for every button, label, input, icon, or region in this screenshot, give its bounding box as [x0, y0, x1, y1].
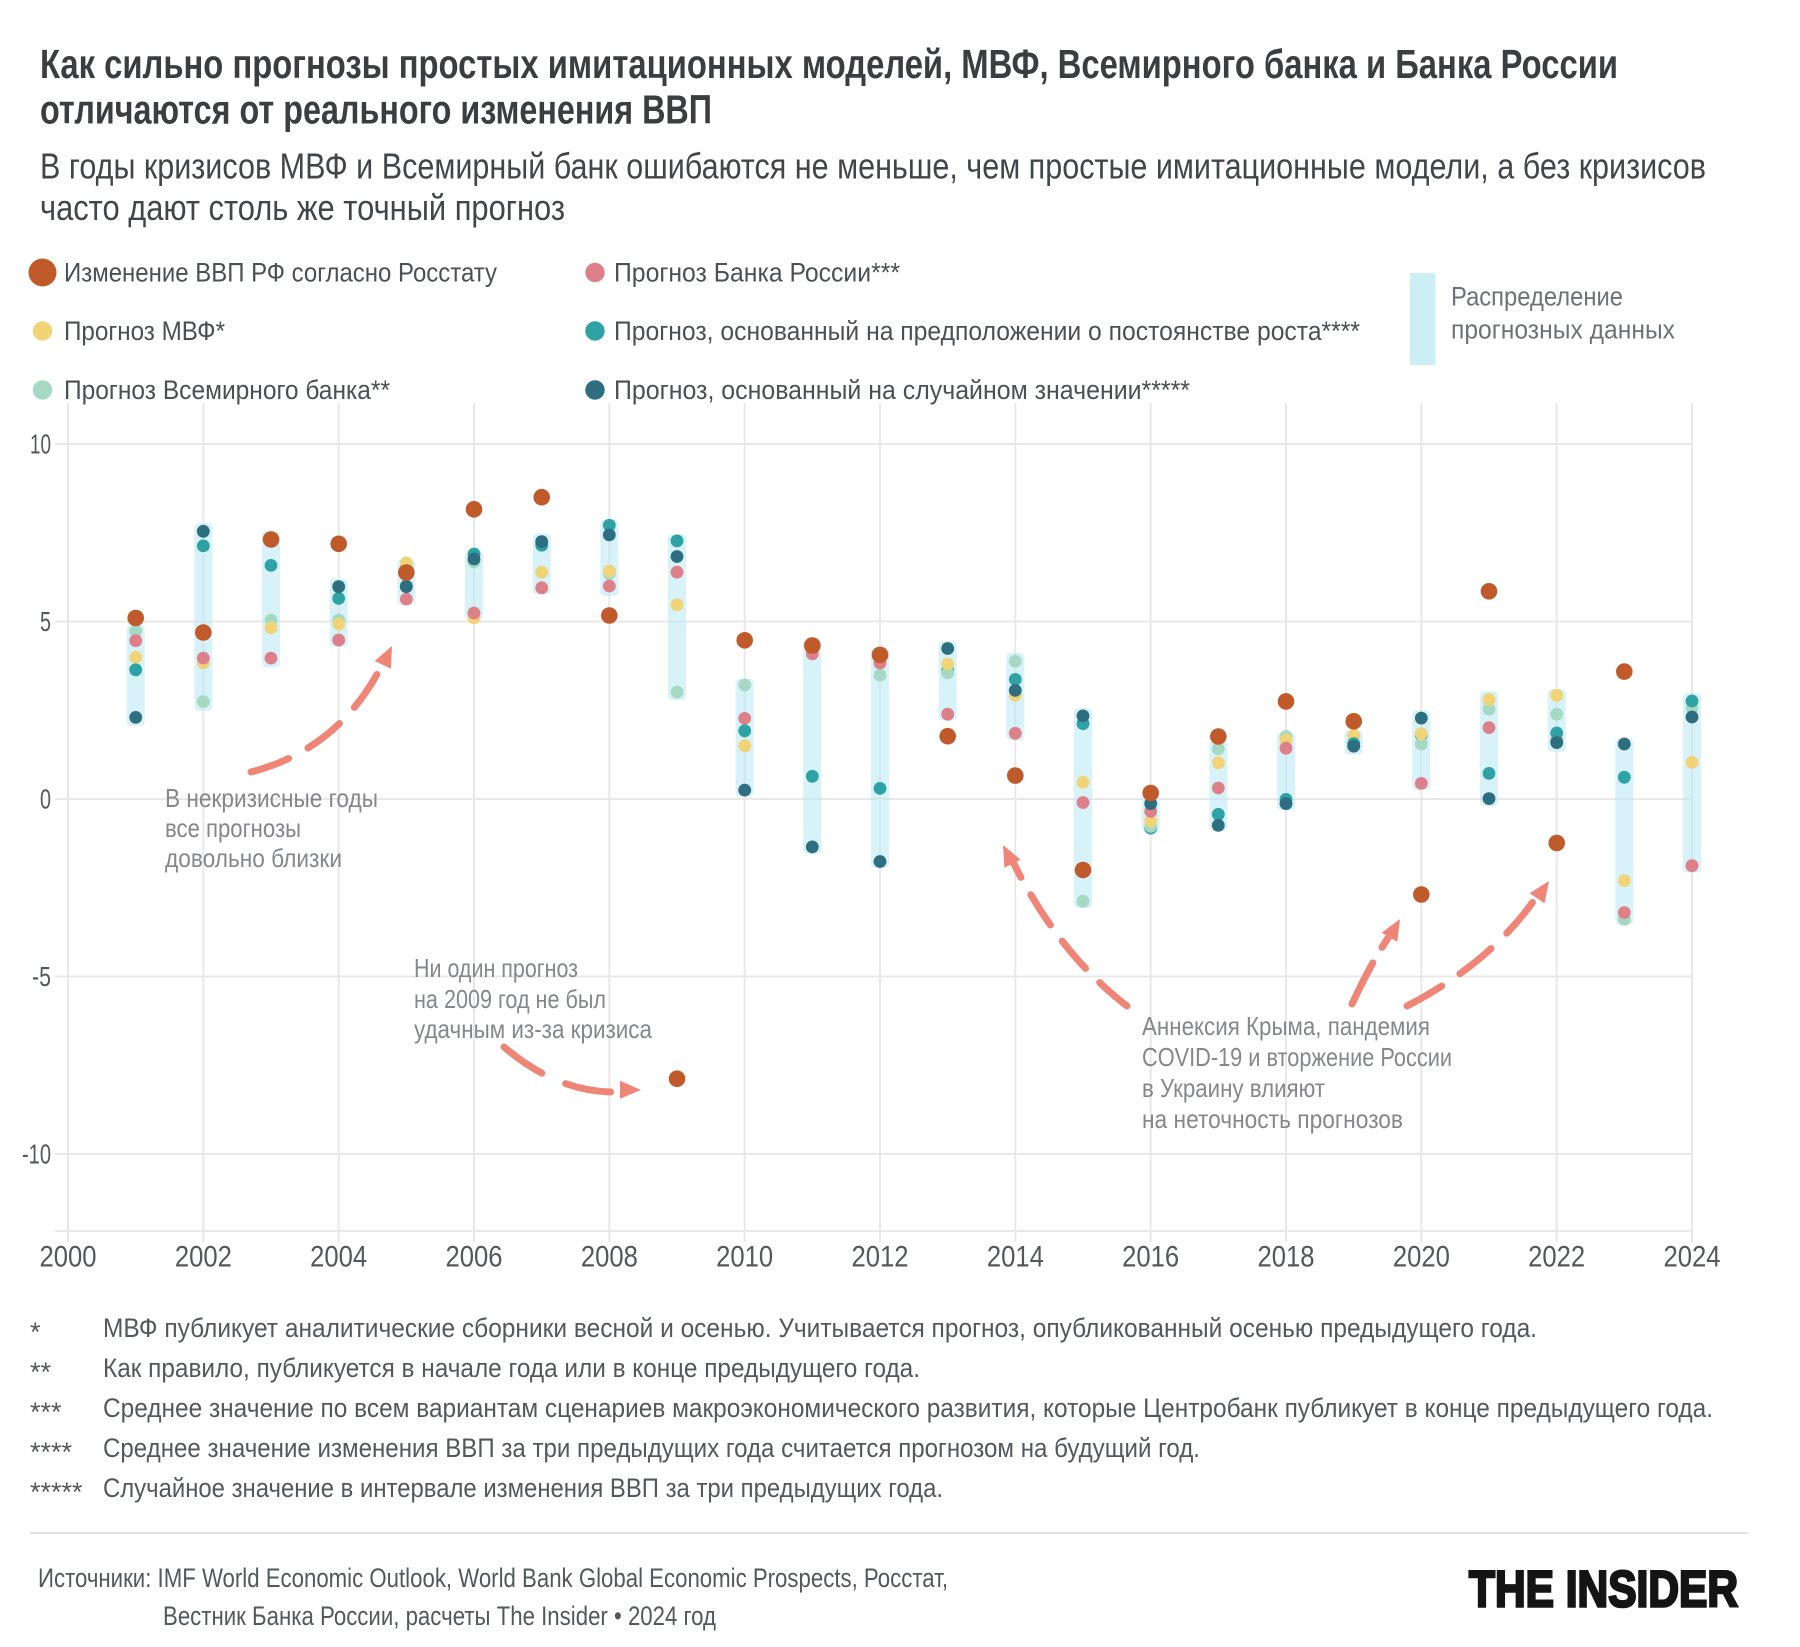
svg-text:2000: 2000	[40, 1241, 97, 1274]
svg-text:Прогноз Всемирного банка**: Прогноз Всемирного банка**	[64, 375, 390, 405]
svg-text:В годы кризисов МВФ и Всемирны: В годы кризисов МВФ и Всемирный банк оши…	[40, 146, 1706, 187]
svg-text:*: *	[30, 1317, 41, 1347]
svg-text:Случайное значение в интервале: Случайное значение в интервале изменения…	[103, 1473, 943, 1503]
svg-text:*****: *****	[30, 1477, 83, 1507]
svg-text:2022: 2022	[1528, 1241, 1585, 1274]
svg-text:THE INSIDER: THE INSIDER	[1469, 1561, 1738, 1618]
svg-text:отличаются от реального измене: отличаются от реального изменения ВВП	[40, 87, 712, 133]
svg-text:COVID-19 и вторжение России: COVID-19 и вторжение России	[1142, 1042, 1452, 1072]
svg-text:2008: 2008	[581, 1241, 638, 1274]
svg-text:Прогноз МВФ*: Прогноз МВФ*	[64, 316, 225, 346]
svg-text:10: 10	[30, 429, 51, 460]
svg-text:МВФ публикует аналитические сб: МВФ публикует аналитические сборники вес…	[103, 1313, 1537, 1343]
svg-text:В некризисные годы: В некризисные годы	[165, 783, 378, 813]
svg-text:2016: 2016	[1122, 1241, 1179, 1274]
svg-text:Вестник Банка России, расчеты: Вестник Банка России, расчеты The Inside…	[163, 1601, 716, 1631]
svg-text:все прогнозы: все прогнозы	[165, 813, 301, 843]
svg-text:2020: 2020	[1393, 1241, 1450, 1274]
svg-text:**: **	[30, 1357, 52, 1387]
svg-text:Прогноз, основанный на предпол: Прогноз, основанный на предположении о п…	[614, 316, 1360, 346]
svg-text:2014: 2014	[987, 1241, 1044, 1274]
svg-text:Как сильно прогнозы простых им: Как сильно прогнозы простых имитационных…	[40, 41, 1618, 87]
svg-text:Среднее значение изменения ВВП: Среднее значение изменения ВВП за три пр…	[103, 1433, 1200, 1463]
svg-text:Как правило, публикуется в нач: Как правило, публикуется в начале года и…	[103, 1353, 920, 1383]
svg-text:5: 5	[40, 606, 51, 637]
svg-text:удачным из-за кризиса: удачным из-за кризиса	[414, 1014, 652, 1044]
svg-text:Прогноз Банка России***: Прогноз Банка России***	[614, 258, 900, 288]
svg-text:2018: 2018	[1258, 1241, 1315, 1274]
svg-text:прогнозных данных: прогнозных данных	[1451, 314, 1675, 344]
svg-text:Прогноз, основанный на случайн: Прогноз, основанный на случайном значени…	[614, 375, 1190, 405]
svg-text:в Украину влияют: в Украину влияют	[1142, 1073, 1325, 1103]
svg-text:2004: 2004	[310, 1241, 367, 1274]
svg-text:довольно близки: довольно близки	[165, 843, 342, 873]
svg-text:на 2009 год не был: на 2009 год не был	[414, 984, 606, 1014]
svg-text:2002: 2002	[175, 1241, 232, 1274]
svg-text:на неточность прогнозов: на неточность прогнозов	[1142, 1104, 1403, 1134]
svg-text:0: 0	[40, 784, 51, 815]
svg-text:2010: 2010	[716, 1241, 773, 1274]
svg-text:-5: -5	[32, 961, 51, 992]
svg-text:***: ***	[30, 1397, 62, 1427]
svg-text:2012: 2012	[852, 1241, 909, 1274]
svg-text:Источники: IMF World Economic: Источники: IMF World Economic Outlook, W…	[38, 1563, 948, 1593]
svg-text:часто дают столь же точный про: часто дают столь же точный прогноз	[40, 187, 565, 228]
svg-text:****: ****	[30, 1437, 73, 1467]
svg-text:Распределение: Распределение	[1451, 282, 1623, 312]
svg-text:Аннексия Крыма, пандемия: Аннексия Крыма, пандемия	[1142, 1011, 1430, 1041]
svg-text:-10: -10	[22, 1139, 51, 1170]
svg-text:Ни один прогноз: Ни один прогноз	[414, 953, 578, 983]
svg-text:2024: 2024	[1664, 1241, 1721, 1274]
svg-text:Изменение ВВП РФ согласно Росс: Изменение ВВП РФ согласно Росстату	[64, 258, 497, 288]
svg-text:2006: 2006	[446, 1241, 503, 1274]
svg-text:Среднее значение по всем вариа: Среднее значение по всем вариантам сцена…	[103, 1393, 1713, 1423]
